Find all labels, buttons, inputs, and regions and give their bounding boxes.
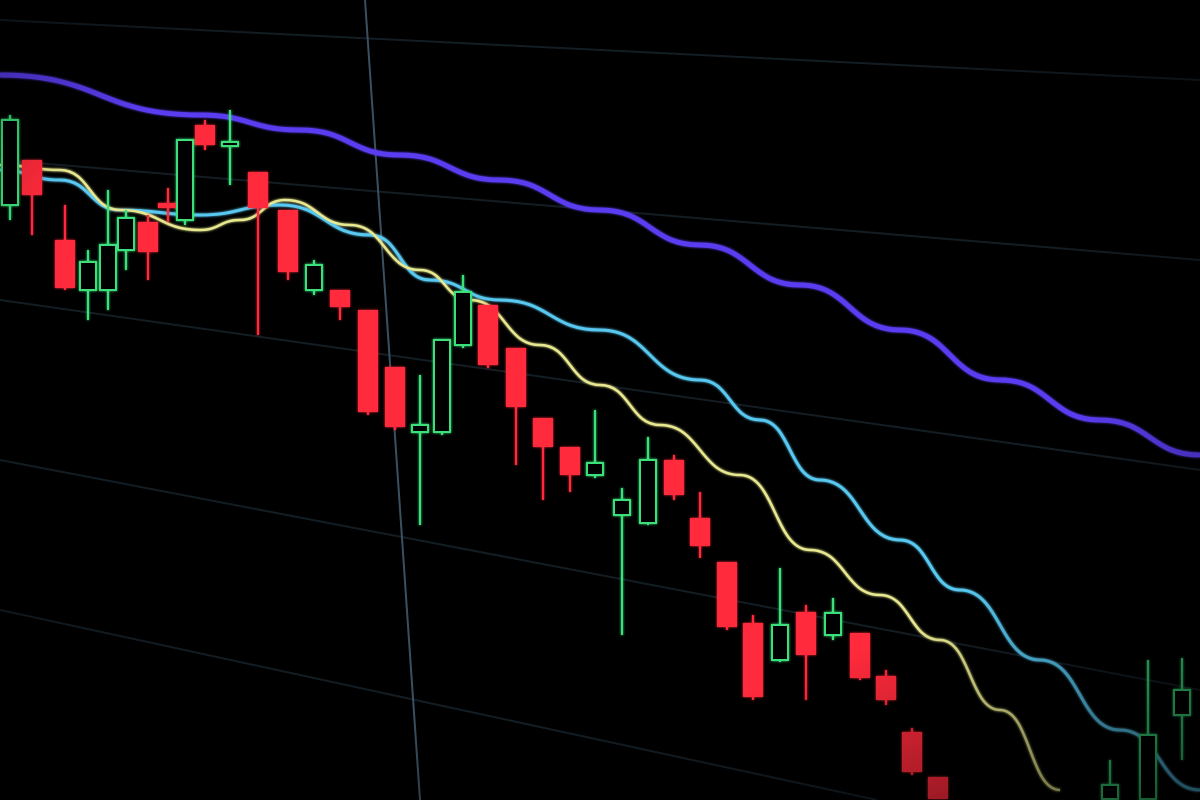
vignette xyxy=(0,0,1200,800)
candlestick-chart-photo xyxy=(0,0,1200,800)
